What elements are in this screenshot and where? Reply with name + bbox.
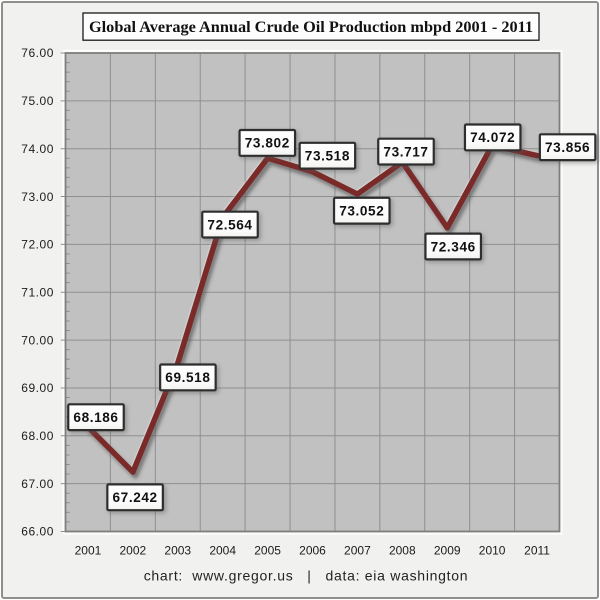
svg-text:72.564: 72.564	[207, 217, 252, 232]
svg-text:2001: 2001	[75, 544, 102, 558]
svg-text:chart: www.gregor.us | da: chart: www.gregor.us | data: eia washing…	[144, 568, 469, 584]
svg-text:68.186: 68.186	[73, 410, 118, 425]
svg-text:2009: 2009	[434, 544, 461, 558]
svg-text:66.00: 66.00	[21, 525, 54, 539]
svg-text:67.242: 67.242	[113, 490, 158, 505]
svg-text:2002: 2002	[120, 544, 147, 558]
svg-text:73.802: 73.802	[245, 136, 290, 151]
svg-text:2007: 2007	[344, 544, 371, 558]
svg-text:76.00: 76.00	[21, 46, 54, 60]
svg-text:72.346: 72.346	[431, 239, 476, 254]
svg-text:2011: 2011	[524, 544, 550, 558]
svg-text:73.717: 73.717	[383, 144, 428, 159]
svg-text:69.518: 69.518	[165, 370, 210, 385]
svg-text:2006: 2006	[299, 544, 326, 558]
svg-text:75.00: 75.00	[21, 94, 54, 108]
svg-text:68.00: 68.00	[21, 429, 54, 443]
svg-text:74.00: 74.00	[21, 142, 54, 156]
svg-text:71.00: 71.00	[21, 285, 54, 299]
svg-text:2003: 2003	[164, 544, 191, 558]
svg-text:Global Average Annual Crude Oi: Global Average Annual Crude Oil Producti…	[89, 17, 533, 36]
svg-text:73.052: 73.052	[339, 204, 384, 219]
svg-text:73.518: 73.518	[305, 149, 350, 164]
svg-text:74.072: 74.072	[470, 130, 515, 145]
svg-text:73.856: 73.856	[545, 140, 590, 155]
svg-text:73.00: 73.00	[21, 190, 54, 204]
svg-text:2008: 2008	[389, 544, 416, 558]
svg-text:67.00: 67.00	[21, 477, 54, 491]
svg-text:2004: 2004	[209, 544, 236, 558]
svg-text:72.00: 72.00	[21, 238, 54, 252]
svg-text:2005: 2005	[254, 544, 281, 558]
svg-text:69.00: 69.00	[21, 381, 54, 395]
svg-text:2010: 2010	[479, 544, 506, 558]
svg-text:70.00: 70.00	[21, 333, 54, 347]
